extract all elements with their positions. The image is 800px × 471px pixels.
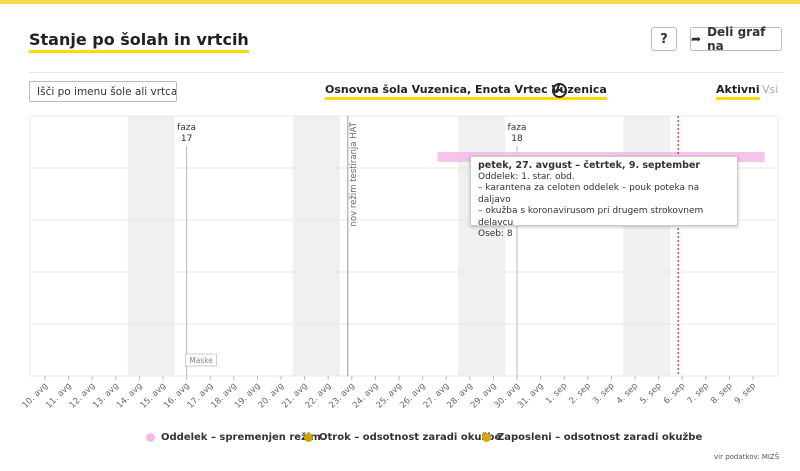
x-tick-label: 7. sep [686, 381, 711, 406]
title-underline [29, 50, 249, 53]
search-input[interactable] [29, 81, 177, 102]
top-accent-bar [0, 0, 800, 4]
x-tick-label: 3. sep [591, 381, 616, 406]
legend-dot-icon [482, 433, 491, 442]
share-arrow-icon: ➦ [691, 32, 702, 46]
page-title-text: Stanje po šolah in vrtcih [29, 30, 249, 49]
legend-dot-icon [304, 433, 313, 442]
selected-school: Osnovna šola Vuzenica, Enota Vrtec Vuzen… [325, 83, 607, 100]
chart-legend: Oddelek – spremenjen režim Otrok – odsot… [0, 432, 800, 448]
share-button[interactable]: ➦ Deli graf na [690, 25, 782, 53]
x-tick-label: 31. avg [516, 381, 546, 411]
selected-school-underline [325, 97, 607, 100]
phase-label: faza [508, 123, 527, 133]
masks-annotation: Maske [189, 356, 213, 365]
legend-label: Oddelek – spremenjen režim [161, 432, 321, 443]
x-tick-label: 8. sep [709, 381, 734, 406]
phase-number: 17 [181, 134, 192, 144]
tooltip-line: Oddelek: 1. star. obd. [478, 171, 575, 182]
close-circle-icon[interactable]: × [552, 83, 567, 98]
selected-school-label: Osnovna šola Vuzenica, Enota Vrtec Vuzen… [325, 83, 607, 96]
tab-active[interactable]: Aktivni [716, 83, 760, 100]
masks-annotation-box [185, 353, 218, 367]
x-tick-label: 2. sep [568, 381, 593, 406]
legend-item-zaposleni[interactable]: Zaposleni – odsotnost zaradi okužbe [482, 432, 702, 443]
data-source: vir podatkov: MIZŠ [714, 453, 780, 461]
help-button[interactable]: ? [651, 27, 677, 51]
x-tick-label: 4. sep [615, 381, 640, 406]
x-tick-label: 1. sep [544, 381, 569, 406]
legend-label: Zaposleni – odsotnost zaradi okužbe [497, 432, 703, 443]
tooltip-line: Oseb: 8 [478, 229, 513, 239]
legend-item-otrok[interactable]: Otrok – odsotnost zaradi okužbe [304, 432, 501, 443]
x-tick-label: 5. sep [638, 381, 663, 406]
page-title: Stanje po šolah in vrtcih [29, 30, 249, 53]
x-tick-label: 9. sep [733, 381, 758, 406]
regime-annotation: nov režim testiranja HAT [349, 121, 359, 226]
legend-item-oddelek[interactable]: Oddelek – spremenjen režim [146, 432, 321, 443]
chart-tooltip: petek, 27. avgust – četrtek, 9. septembe… [470, 156, 738, 239]
tab-active-label: Aktivni [716, 83, 760, 96]
tooltip-line: – karantena za celoten oddelek – pouk po… [478, 183, 700, 205]
weekend-band [292, 116, 340, 376]
tooltip-line: – okužba s koronavirusom pri drugem stro… [478, 206, 704, 228]
phase-number: 18 [511, 134, 523, 144]
tab-all[interactable]: Vsi [762, 83, 779, 96]
header-divider [29, 72, 783, 73]
tooltip-title: petek, 27. avgust – četrtek, 9. septembe… [478, 160, 701, 171]
share-button-label: Deli graf na [707, 25, 766, 53]
legend-label: Otrok – odsotnost zaradi okužbe [319, 432, 502, 443]
tab-active-underline [716, 97, 760, 100]
x-tick-label: 6. sep [662, 381, 687, 406]
weekend-band [127, 116, 175, 376]
legend-dot-icon [146, 433, 155, 442]
phase-label: faza [177, 123, 196, 133]
